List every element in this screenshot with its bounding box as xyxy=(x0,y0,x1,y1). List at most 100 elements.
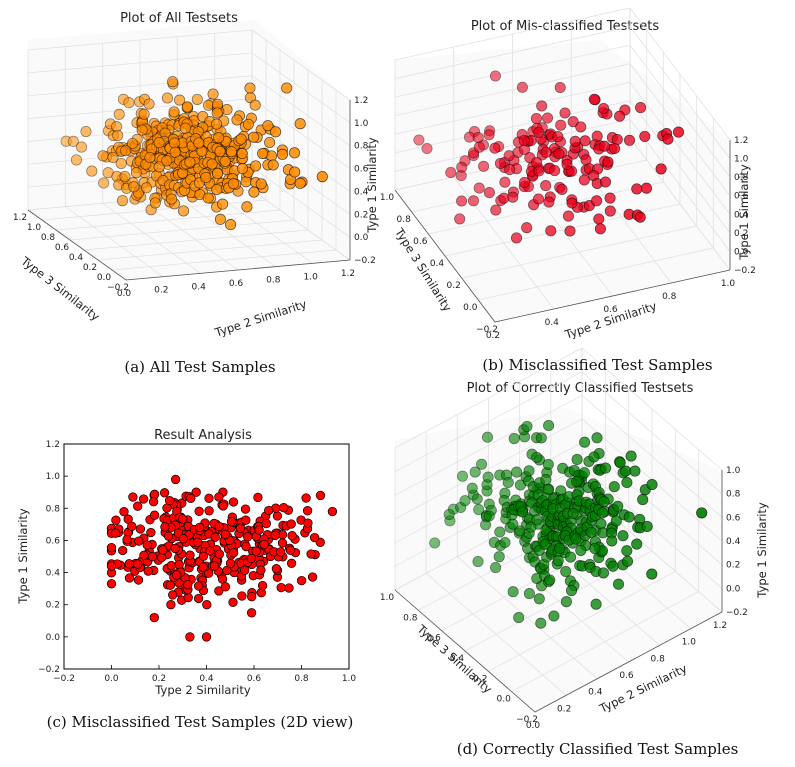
panel-c-point xyxy=(286,558,297,568)
panel-b-point xyxy=(545,225,557,237)
panel-c-point xyxy=(315,490,326,501)
panel-d-point xyxy=(540,474,552,486)
panel-b-point xyxy=(609,142,621,155)
panel-c-point xyxy=(220,529,231,540)
panel-b-point xyxy=(575,121,587,133)
panel-d-point xyxy=(469,466,481,478)
panel-c-point xyxy=(185,550,195,560)
panel-a-point xyxy=(126,137,139,150)
panel-d-point xyxy=(511,466,523,478)
panel-a-point xyxy=(177,205,190,217)
panel-c-xtick: 0.6 xyxy=(247,674,262,684)
panel-a-point xyxy=(130,167,142,179)
panel-a-point xyxy=(136,124,148,136)
panel-b-point xyxy=(533,165,545,177)
panel-b-ytick: 0.6 xyxy=(413,237,428,247)
panel-a-point xyxy=(107,151,119,163)
panel-a-point xyxy=(281,82,293,94)
panel-b-point xyxy=(413,134,425,146)
panel-b-point xyxy=(494,157,506,169)
panel-a-point xyxy=(288,147,301,159)
panel-b-point xyxy=(602,156,614,168)
panel-a-point xyxy=(244,82,256,94)
panel-b-point xyxy=(598,140,610,152)
panel-a-zlabel: Type 1 Similarity xyxy=(365,137,379,234)
panel-d-point xyxy=(459,495,471,507)
panel-c-point xyxy=(111,515,121,525)
panel-a-point xyxy=(191,93,203,105)
panel-c-point xyxy=(257,581,268,591)
panel-a-ytick: 1.2 xyxy=(13,213,27,223)
panel-c-point xyxy=(170,543,180,554)
panel-c-point xyxy=(204,506,214,516)
panel-d-zlabel: Type 1 Similarity xyxy=(755,502,769,599)
panel-d-point xyxy=(565,585,578,597)
panel-b-xtick: 0.4 xyxy=(545,318,560,328)
panel-d-ztick: 1.0 xyxy=(726,466,741,476)
panel-c-point xyxy=(193,581,204,591)
panel-c-point xyxy=(160,522,170,532)
panel-a-point xyxy=(120,145,132,157)
panel-c-point xyxy=(170,474,181,485)
panel-b-ztick: 0.4 xyxy=(734,210,749,220)
panel-c-point xyxy=(168,590,178,600)
panel-b-point xyxy=(631,183,643,195)
panel-c-point xyxy=(134,536,144,546)
panel-c-point xyxy=(128,492,138,502)
panel-b-point xyxy=(483,129,495,141)
panel-a-point xyxy=(235,133,247,145)
panel-a-point xyxy=(193,137,205,149)
panel-c-point xyxy=(163,531,174,541)
panel-a-point xyxy=(219,155,231,167)
panel-d-point xyxy=(591,432,603,444)
panel-d-ztick: 0.4 xyxy=(726,537,741,547)
caption-a: (a) All Test Samples xyxy=(124,358,276,376)
panel-c-point xyxy=(214,549,225,559)
panel-a-point xyxy=(214,145,226,157)
panel-b-ytick: 0.2 xyxy=(447,281,461,291)
panel-b-point xyxy=(518,134,530,147)
panel-c-point xyxy=(228,548,239,558)
panel-a-point xyxy=(119,170,131,183)
panel-a-point xyxy=(267,159,279,171)
panel-c-xtick: 0.8 xyxy=(294,674,309,684)
panel-a-point xyxy=(167,76,179,88)
panel-d-ytick: 0.4 xyxy=(450,654,465,664)
panel-b-point xyxy=(591,195,603,207)
panel-d-point xyxy=(629,465,641,477)
panel-c-point xyxy=(198,562,208,572)
panel-c-point xyxy=(225,558,236,568)
panel-c-point xyxy=(276,582,286,593)
panel-c-ytick: 1.2 xyxy=(46,440,60,450)
panel-b-ztick: 0.2 xyxy=(734,229,748,239)
panel-c-point xyxy=(327,506,338,517)
panel-d-point xyxy=(456,470,469,482)
panel-d-title: Plot of Correctly Classified Testsets xyxy=(467,381,694,396)
panel-d-point xyxy=(483,510,495,522)
panel-a-point xyxy=(202,192,214,204)
panel-d-point xyxy=(696,507,708,519)
caption-c: (c) Misclassified Test Samples (2D view) xyxy=(46,713,354,731)
panel-c-point xyxy=(135,524,146,534)
panel-c-point xyxy=(195,522,205,533)
panel-b-point xyxy=(541,112,554,124)
panel-d-point xyxy=(560,596,572,608)
panel-d-point xyxy=(429,537,441,549)
panel-d-point xyxy=(535,617,547,629)
panel-d-point xyxy=(554,542,566,554)
panel-a-point xyxy=(153,161,165,173)
panel-c-point xyxy=(271,564,282,574)
panel-d-point xyxy=(494,526,506,538)
panel-a-point xyxy=(211,118,223,130)
panel-c-point xyxy=(240,565,250,575)
panel-c-point xyxy=(251,546,261,556)
panel-a-point xyxy=(184,156,196,168)
panel-b-point xyxy=(521,222,533,234)
panel-b-ztick: 0.8 xyxy=(734,173,749,183)
panel-a-point xyxy=(179,122,191,134)
panel-c-point xyxy=(307,572,318,582)
panel-b-point xyxy=(553,148,565,160)
panel-a-ztick: −0.2 xyxy=(354,256,376,266)
panel-c-point xyxy=(226,516,237,527)
